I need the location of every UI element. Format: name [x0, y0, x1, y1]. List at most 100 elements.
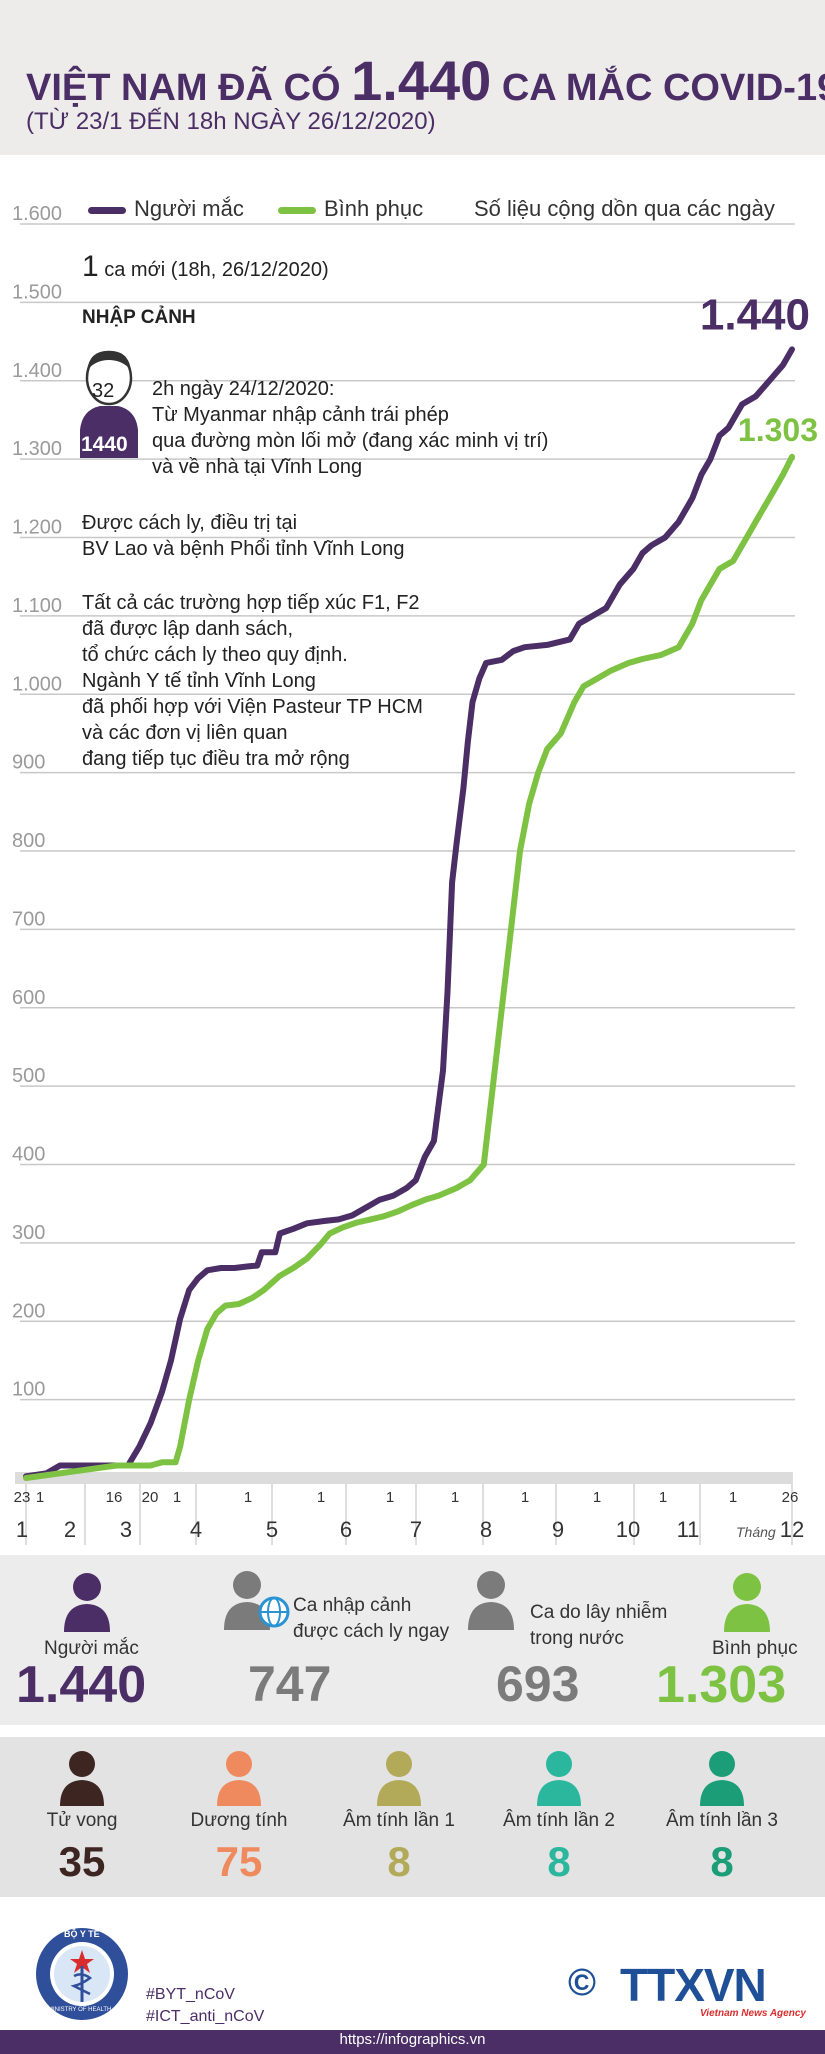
legend-note: Số liệu cộng dồn qua các ngày [474, 196, 775, 221]
recovered-end-label: 1.303 [738, 412, 818, 448]
contacts-line: Ngành Y tế tỉnh Vĩnh Long [82, 670, 316, 692]
legend-recovered: Bình phục [278, 196, 423, 222]
contacts-line: đã phối hợp với Viện Pasteur TP HCM [82, 696, 423, 718]
status-label: Âm tính lần 2 [503, 1810, 615, 1831]
new-case-header: 1 ca mới (18h, 26/12/2020) [82, 252, 329, 283]
detail-line: và về nhà tại Vĩnh Long [152, 456, 363, 478]
treatment-line: Được cách ly, điều trị tại [82, 512, 298, 534]
x-month-label: 10 [616, 1517, 640, 1542]
detail-line: 2h ngày 24/12/2020: [152, 378, 335, 400]
x-day-tick-label: 1 [521, 1489, 529, 1506]
y-tick-label: 300 [12, 1222, 45, 1244]
ministry-logo-text-bottom: MINISTRY OF HEALTH [48, 2007, 112, 2013]
imported-person-icon [224, 1571, 290, 1630]
x-day-tick-label: 1 [244, 1489, 252, 1506]
stat-label-infected: Người mắc [44, 1638, 139, 1659]
status-value: 8 [710, 1838, 734, 1885]
x-day-tick-label: 1 [386, 1489, 394, 1506]
y-tick-label: 400 [12, 1144, 45, 1166]
status-person-icon [700, 1751, 744, 1806]
legend-recovered-label: Bình phục [324, 196, 424, 221]
stat-label-imported: Ca nhập cảnh được cách ly ngay [293, 1593, 449, 1645]
recovered-person-icon [724, 1573, 770, 1632]
detail-line: Từ Myanmar nhập cảnh trái phép [152, 404, 449, 426]
footer-url: https://infographics.vn [339, 2031, 486, 2048]
title-part1: VIỆT NAM ĐÃ CÓ [26, 67, 341, 109]
patient-icon [80, 350, 138, 458]
status-person-icon [377, 1751, 421, 1806]
stat-value-domestic: 693 [496, 1656, 580, 1712]
infected-end-label: 1.440 [700, 290, 810, 339]
x-month-label: 8 [480, 1517, 492, 1542]
patient-id: 1440 [81, 433, 128, 456]
new-case-category: NHẬP CẢNH [82, 307, 196, 328]
y-tick-label: 800 [12, 830, 45, 852]
y-tick-label: 1.300 [12, 438, 62, 460]
legend-infected: Người mắc [88, 196, 244, 222]
agency-subtitle: Vietnam News Agency [700, 2008, 806, 2019]
header-band [0, 0, 825, 155]
treatment-line: BV Lao và bệnh Phổi tỉnh Vĩnh Long [82, 538, 405, 560]
x-month-label: 6 [340, 1517, 352, 1542]
new-case-details: 2h ngày 24/12/2020: Từ Myanmar nhập cảnh… [152, 376, 548, 480]
status-value: 8 [547, 1838, 571, 1885]
x-month-label: 9 [552, 1517, 564, 1542]
x-day-tick-label: 23 [14, 1489, 31, 1506]
y-tick-label: 900 [12, 752, 45, 774]
legend-infected-swatch [88, 206, 126, 214]
y-tick-label: 1.100 [12, 595, 62, 617]
recovered-series-line [23, 453, 795, 1481]
x-axis-band [15, 1472, 792, 1484]
contacts-text: Tất cả các trường hợp tiếp xúc F1, F2 đã… [82, 590, 423, 772]
status-person-icon [60, 1751, 104, 1806]
status-label: Dương tính [190, 1810, 288, 1831]
contacts-line: đang tiếp tục điều tra mở rộng [82, 748, 350, 770]
hashtag: #ICT_anti_nCoV [146, 2008, 265, 2025]
status-person-icon [537, 1751, 581, 1806]
x-day-tick-label: 16 [106, 1489, 123, 1506]
contacts-line: tổ chức cách ly theo quy định. [82, 644, 348, 666]
y-tick-label: 200 [12, 1300, 45, 1322]
status-label: Âm tính lần 1 [343, 1810, 455, 1831]
x-day-tick-label: 1 [451, 1489, 459, 1506]
x-day-tick-label: 20 [142, 1489, 159, 1506]
stat-value-infected: 1.440 [16, 1656, 147, 1714]
contacts-line: và các đơn vị liên quan [82, 722, 288, 744]
x-day-tick-label: 1 [659, 1489, 667, 1506]
new-case-label: ca mới (18h, 26/12/2020) [104, 259, 329, 281]
x-month-label: 1 [16, 1517, 28, 1542]
stat-label-domestic: Ca do lây nhiễm trong nước [530, 1600, 667, 1652]
patient-age: 32 [92, 380, 115, 402]
x-day-tick-label: 1 [317, 1489, 325, 1506]
x-month-label: 4 [190, 1517, 202, 1542]
status-label: Tử vong [46, 1810, 118, 1831]
stat-label-imported-line: Ca nhập cảnh [293, 1595, 412, 1616]
detail-line: qua đường mòn lối mở (đang xác minh vị t… [152, 430, 549, 452]
page-title: VIỆT NAM ĐÃ CÓ 1.440 CA MẮC COVID-19 [26, 48, 825, 113]
y-tick-label: 600 [12, 987, 45, 1009]
x-day-tick-label: 1 [593, 1489, 601, 1506]
x-month-label: 5 [266, 1517, 278, 1542]
x-day-tick-label: 26 [782, 1489, 799, 1506]
y-tick-label: 1.000 [12, 673, 62, 695]
ministry-logo [36, 1928, 128, 2020]
y-tick-label: 700 [12, 908, 45, 930]
x-month-label: 7 [410, 1517, 422, 1542]
y-tick-label: 500 [12, 1065, 45, 1087]
status-panel [0, 1737, 825, 1897]
copyright-icon: © [568, 1962, 596, 2004]
stat-label-recovered: Bình phục [712, 1638, 798, 1659]
x-month-label: 2 [64, 1517, 76, 1542]
status-value: 75 [215, 1838, 263, 1885]
infected-person-icon [64, 1573, 110, 1632]
stat-label-domestic-line: Ca do lây nhiễm [530, 1602, 668, 1623]
treatment-text: Được cách ly, điều trị tại BV Lao và bện… [82, 510, 404, 562]
stat-value-imported: 747 [248, 1656, 332, 1712]
page-subtitle: (TỪ 23/1 ĐẾN 18h NGÀY 26/12/2020) [26, 108, 436, 135]
footer-hashtags: #BYT_nCoV #ICT_anti_nCoV [146, 1984, 264, 2028]
agency-logo: TTXVN [620, 1959, 767, 2011]
x-month-caption: Tháng [736, 1524, 776, 1540]
y-tick-label: 1.500 [12, 281, 62, 303]
hashtag: #BYT_nCoV [146, 1986, 235, 2003]
legend-recovered-swatch [278, 206, 316, 214]
